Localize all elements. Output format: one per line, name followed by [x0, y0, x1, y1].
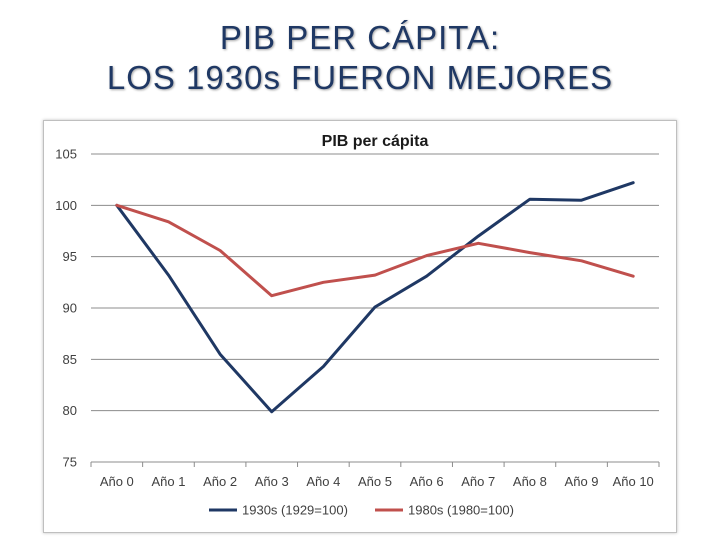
series-line-1930s: [115, 181, 635, 414]
y-tick-label: 90: [63, 301, 77, 316]
chart-frame: PIB per cápita 75 80 85 90 95 100 105 Año 0 Año 1…: [43, 120, 677, 533]
legend-label: 1980s (1980=100): [408, 503, 514, 518]
x-tick-label: Año 5: [358, 474, 392, 489]
x-tick-label: Año 3: [255, 474, 289, 489]
x-tick-label: Año 8: [513, 474, 547, 489]
chart-svg: PIB per cápita 75 80 85 90 95 100 105 Año 0 Año 1…: [55, 133, 660, 518]
x-tick-label: Año 0: [100, 474, 134, 489]
y-tick-label: 105: [55, 147, 77, 162]
x-tick-label: Año 1: [151, 474, 185, 489]
x-tick-label: Año 2: [203, 474, 237, 489]
y-tick-label: 75: [63, 455, 77, 470]
x-tick-label: Año 10: [613, 474, 654, 489]
y-tick-label: 95: [63, 249, 77, 264]
y-tick-label: 80: [63, 403, 77, 418]
series-line-1980s: [115, 203, 635, 298]
x-tick-label: Año 9: [565, 474, 599, 489]
slide-title: PIB PER CÁPITA: LOS 1930s FUERON MEJORES: [0, 18, 720, 98]
x-tick-label: Año 4: [306, 474, 340, 489]
legend-label: 1930s (1929=100): [242, 503, 348, 518]
slide-title-line-2: LOS 1930s FUERON MEJORES: [106, 59, 614, 96]
x-tick-label: Año 6: [410, 474, 444, 489]
chart-title: PIB per cápita: [322, 133, 429, 150]
y-tick-label: 85: [63, 352, 77, 367]
x-tick-label: Año 7: [461, 474, 495, 489]
slide-title-line-1: PIB PER CÁPITA:: [219, 19, 501, 56]
y-tick-label: 100: [55, 198, 77, 213]
